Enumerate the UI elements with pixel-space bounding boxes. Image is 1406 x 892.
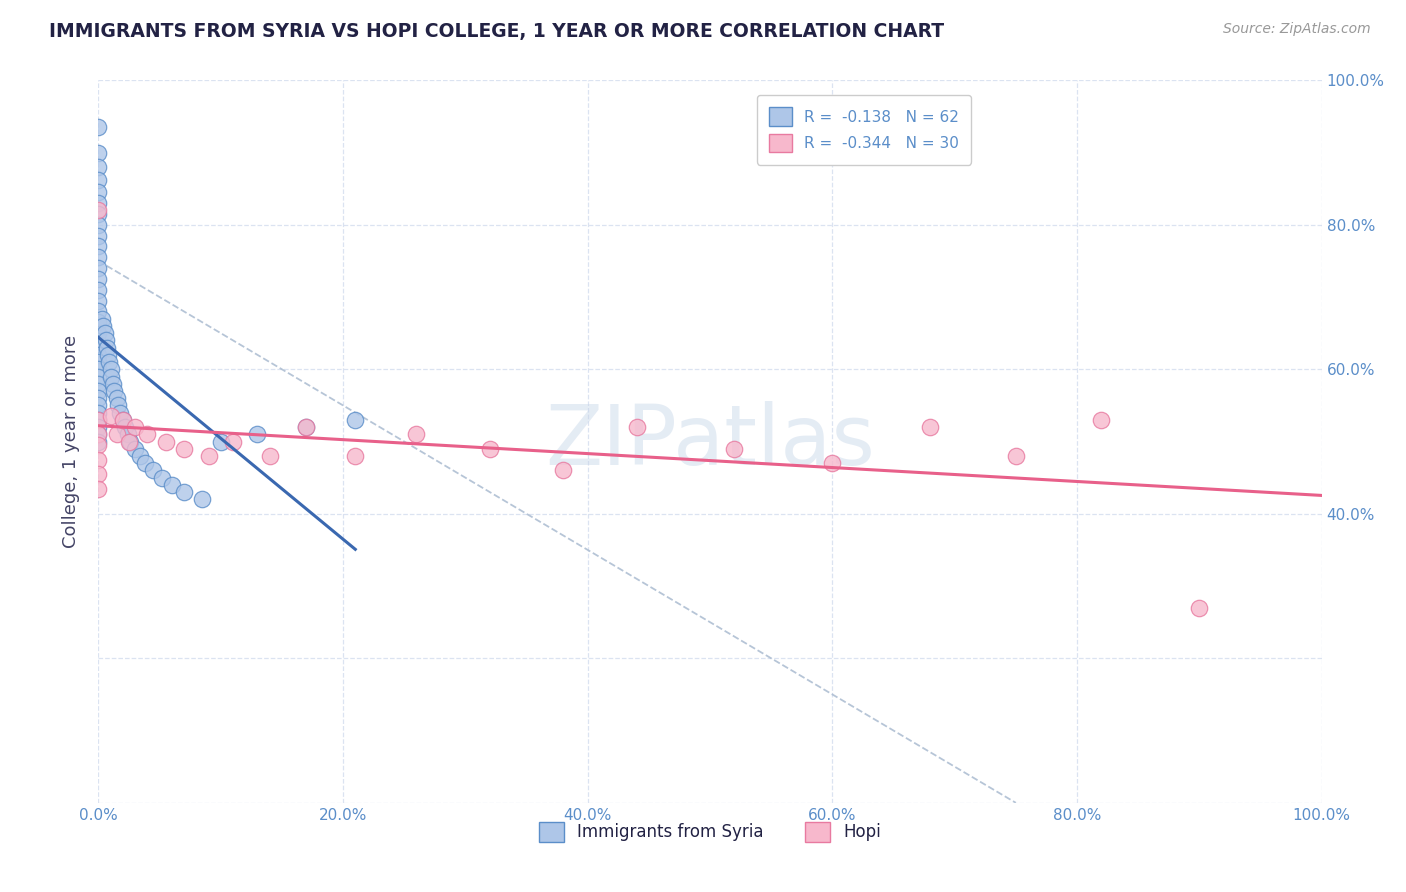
Point — [87, 145, 110, 160]
Point — [87, 427, 110, 442]
Point — [120, 434, 142, 449]
Point — [87, 413, 110, 427]
Point — [626, 420, 648, 434]
Point — [87, 348, 110, 362]
Point — [87, 315, 110, 329]
Point — [173, 485, 195, 500]
Point — [295, 420, 318, 434]
Point — [150, 470, 173, 484]
Point — [87, 376, 110, 391]
Text: IMMIGRANTS FROM SYRIA VS HOPI COLLEGE, 1 YEAR OR MORE CORRELATION CHART: IMMIGRANTS FROM SYRIA VS HOPI COLLEGE, 1… — [49, 22, 945, 41]
Point — [87, 369, 110, 384]
Point — [124, 420, 146, 434]
Point — [107, 398, 129, 412]
Point — [87, 173, 110, 187]
Point — [87, 384, 110, 398]
Point — [110, 406, 132, 420]
Point — [160, 478, 183, 492]
Point — [87, 250, 110, 264]
Point — [87, 186, 110, 200]
Point — [93, 326, 115, 340]
Point — [222, 434, 245, 449]
Point — [87, 362, 110, 376]
Point — [197, 449, 219, 463]
Point — [87, 228, 110, 243]
Point — [246, 427, 269, 442]
Point — [87, 293, 110, 308]
Point — [103, 384, 125, 398]
Point — [478, 442, 501, 456]
Point — [553, 463, 575, 477]
Point — [87, 272, 110, 286]
Point — [87, 398, 110, 412]
Point — [142, 463, 165, 477]
Point — [87, 160, 110, 174]
Point — [1004, 449, 1026, 463]
Point — [105, 427, 128, 442]
Point — [129, 449, 152, 463]
Point — [295, 420, 318, 434]
Point — [87, 452, 110, 467]
Point — [87, 420, 110, 434]
Point — [100, 369, 122, 384]
Point — [191, 492, 214, 507]
Point — [91, 311, 114, 326]
Point — [100, 362, 122, 376]
Point — [111, 413, 134, 427]
Point — [87, 218, 110, 232]
Point — [87, 283, 110, 297]
Point — [87, 438, 110, 452]
Point — [920, 420, 942, 434]
Point — [87, 239, 110, 253]
Point — [111, 413, 134, 427]
Point — [87, 326, 110, 340]
Point — [91, 318, 114, 333]
Point — [87, 482, 110, 496]
Point — [100, 409, 122, 424]
Point — [87, 355, 110, 369]
Point — [209, 434, 232, 449]
Point — [134, 456, 156, 470]
Point — [723, 442, 745, 456]
Point — [87, 304, 110, 318]
Point — [87, 413, 110, 427]
Point — [96, 341, 118, 355]
Point — [87, 207, 110, 221]
Text: Source: ZipAtlas.com: Source: ZipAtlas.com — [1223, 22, 1371, 37]
Point — [105, 391, 128, 405]
Point — [1090, 413, 1112, 427]
Point — [136, 427, 159, 442]
Point — [155, 434, 177, 449]
Point — [97, 348, 120, 362]
Point — [87, 391, 110, 405]
Point — [821, 456, 844, 470]
Point — [405, 427, 427, 442]
Point — [87, 203, 110, 218]
Point — [87, 434, 110, 449]
Point — [118, 434, 141, 449]
Point — [101, 376, 124, 391]
Point — [344, 449, 367, 463]
Point — [259, 449, 281, 463]
Point — [98, 355, 121, 369]
Point — [344, 413, 367, 427]
Point — [94, 334, 117, 348]
Legend: Immigrants from Syria, Hopi: Immigrants from Syria, Hopi — [531, 815, 889, 848]
Point — [87, 196, 110, 211]
Point — [87, 120, 110, 135]
Point — [124, 442, 146, 456]
Point — [114, 420, 136, 434]
Point — [87, 406, 110, 420]
Point — [87, 261, 110, 276]
Point — [117, 427, 139, 442]
Point — [87, 467, 110, 481]
Point — [87, 427, 110, 442]
Point — [87, 337, 110, 351]
Point — [1188, 600, 1211, 615]
Point — [173, 442, 195, 456]
Text: ZIPatlas: ZIPatlas — [546, 401, 875, 482]
Y-axis label: College, 1 year or more: College, 1 year or more — [62, 335, 80, 548]
